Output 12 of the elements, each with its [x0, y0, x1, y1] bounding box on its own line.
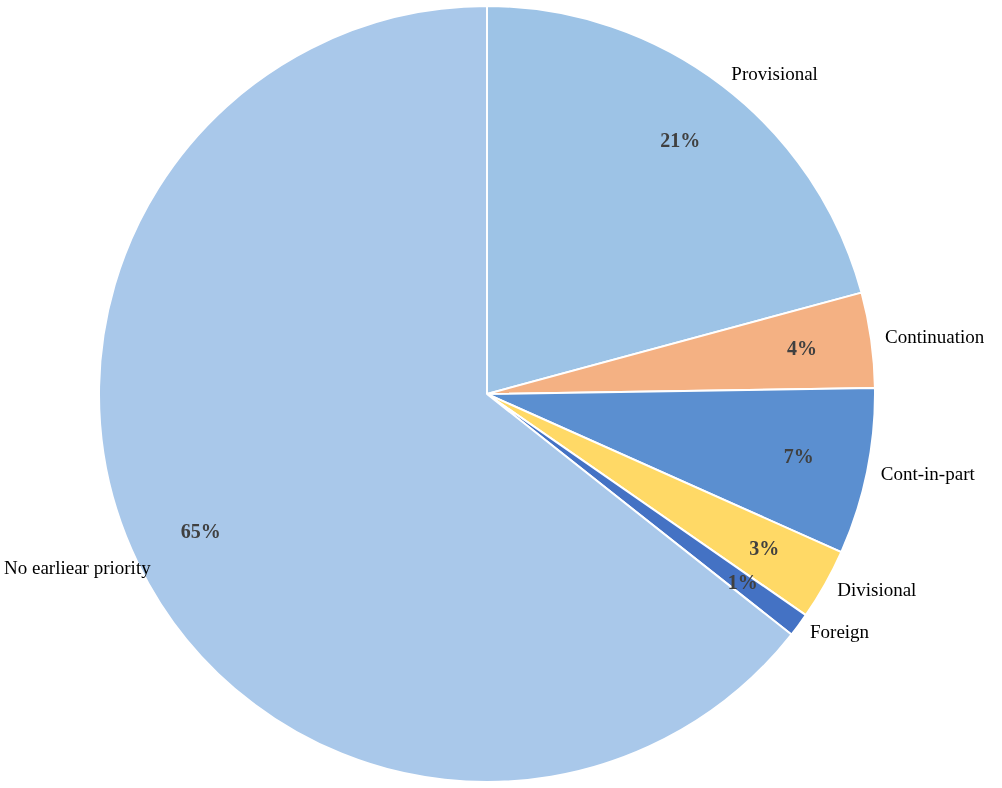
slice-label: Provisional [731, 62, 818, 84]
data-label: 1% [727, 570, 758, 593]
slice-label: No earliear priority [4, 557, 152, 579]
slice-label: Continuation [885, 325, 985, 347]
slice-label: Cont-in-part [880, 462, 976, 484]
data-label: 21% [660, 128, 701, 151]
data-label: 4% [787, 336, 818, 359]
data-label: 3% [749, 537, 780, 560]
slice-label: Divisional [837, 579, 917, 601]
slice-label: Foreign [810, 621, 870, 643]
data-label: 7% [783, 445, 814, 468]
data-label: 65% [180, 519, 221, 542]
